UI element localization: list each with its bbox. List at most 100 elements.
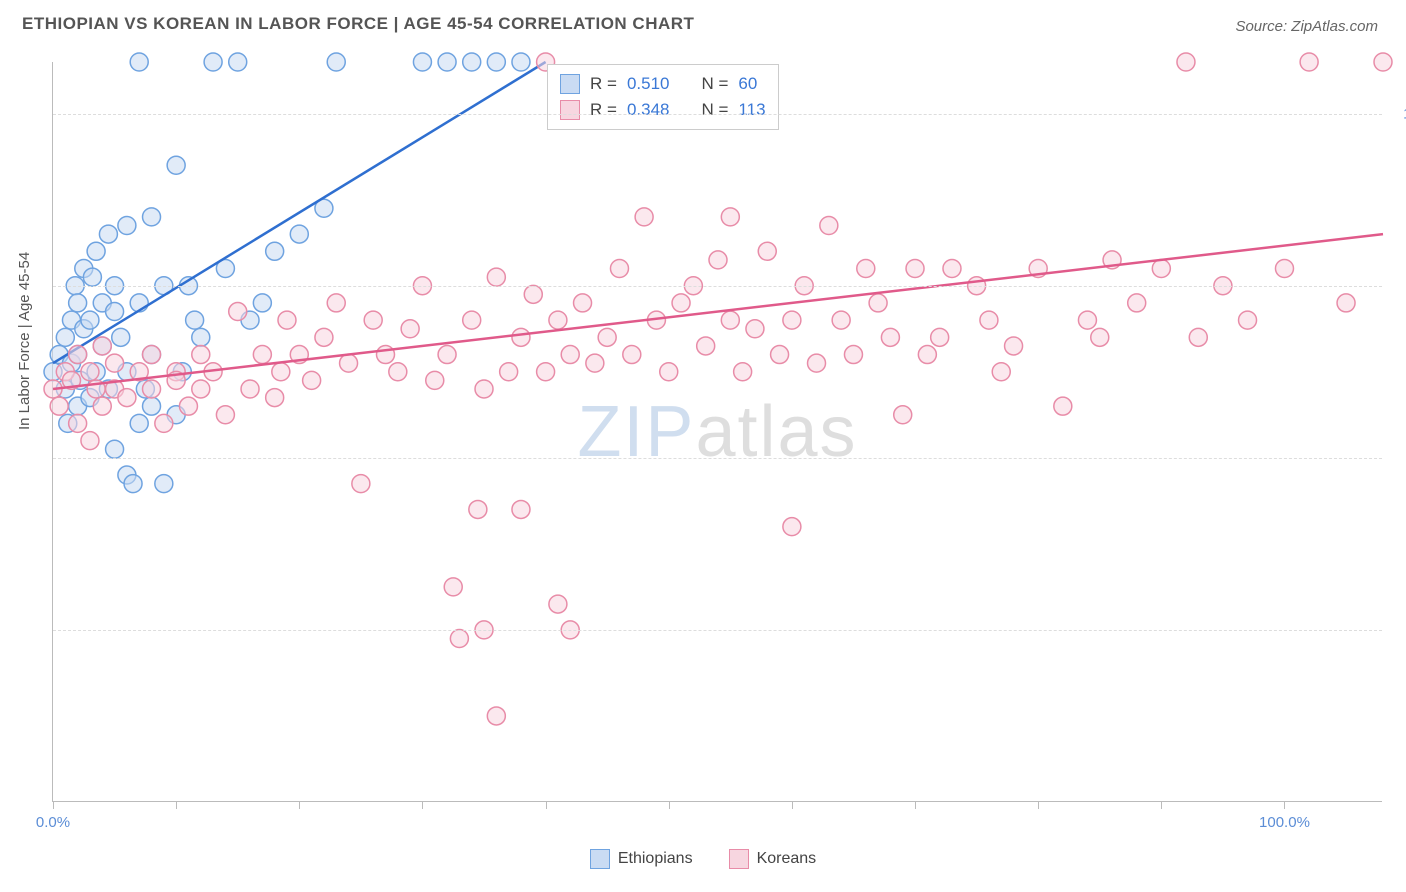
data-point <box>377 346 395 364</box>
data-point <box>99 225 117 243</box>
data-point <box>401 320 419 338</box>
gridline <box>53 458 1382 459</box>
legend-r-value: 0.348 <box>627 97 670 123</box>
data-point <box>610 260 628 278</box>
data-point <box>87 242 105 260</box>
data-point <box>167 156 185 174</box>
legend-n-value: 113 <box>738 97 765 123</box>
y-tick-label: 80.0% <box>1394 449 1406 466</box>
data-point <box>1374 53 1392 71</box>
x-tick <box>669 801 670 809</box>
data-point <box>857 260 875 278</box>
data-point <box>253 346 271 364</box>
y-axis-label: In Labor Force | Age 45-54 <box>16 252 33 430</box>
data-point <box>266 389 284 407</box>
legend-swatch <box>560 100 580 120</box>
data-point <box>143 380 161 398</box>
data-point <box>1337 294 1355 312</box>
data-point <box>1054 397 1072 415</box>
data-point <box>93 397 111 415</box>
data-point <box>93 337 111 355</box>
data-point <box>179 397 197 415</box>
data-point <box>389 363 407 381</box>
data-point <box>438 53 456 71</box>
data-point <box>894 406 912 424</box>
data-point <box>1239 311 1257 329</box>
data-point <box>623 346 641 364</box>
data-point <box>1152 260 1170 278</box>
data-point <box>229 303 247 321</box>
data-point <box>524 285 542 303</box>
data-point <box>426 371 444 389</box>
series-legend: EthiopiansKoreans <box>0 849 1406 874</box>
data-point <box>143 346 161 364</box>
data-point <box>315 328 333 346</box>
data-point <box>81 311 99 329</box>
x-tick-label: 0.0% <box>36 814 70 831</box>
data-point <box>106 354 124 372</box>
data-point <box>487 268 505 286</box>
data-point <box>660 363 678 381</box>
data-point <box>1078 311 1096 329</box>
data-point <box>192 346 210 364</box>
data-point <box>537 363 555 381</box>
correlation-legend: R =0.510N =60R =0.348N =113 <box>547 64 779 130</box>
data-point <box>327 53 345 71</box>
legend-swatch <box>560 74 580 94</box>
data-point <box>340 354 358 372</box>
data-point <box>771 346 789 364</box>
data-point <box>106 303 124 321</box>
x-tick <box>792 801 793 809</box>
x-tick <box>915 801 916 809</box>
x-tick-label: 100.0% <box>1259 814 1310 831</box>
x-tick <box>53 801 54 809</box>
x-tick <box>422 801 423 809</box>
data-point <box>980 311 998 329</box>
data-point <box>1189 328 1207 346</box>
legend-r-label: R = <box>590 97 617 123</box>
data-point <box>352 475 370 493</box>
data-point <box>598 328 616 346</box>
data-point <box>229 53 247 71</box>
data-point <box>364 311 382 329</box>
data-point <box>272 363 290 381</box>
data-point <box>487 707 505 725</box>
data-point <box>1091 328 1109 346</box>
plot-area: ZIPatlas R =0.510N =60R =0.348N =113 70.… <box>52 62 1382 802</box>
data-point <box>783 311 801 329</box>
data-point <box>1128 294 1146 312</box>
scatter-svg <box>53 62 1382 801</box>
data-point <box>192 380 210 398</box>
legend-n-value: 60 <box>738 71 757 97</box>
data-point <box>469 500 487 518</box>
data-point <box>278 311 296 329</box>
data-point <box>290 225 308 243</box>
gridline <box>53 286 1382 287</box>
data-point <box>906 260 924 278</box>
data-point <box>118 389 136 407</box>
legend-n-label: N = <box>701 97 728 123</box>
data-point <box>549 595 567 613</box>
data-point <box>709 251 727 269</box>
gridline <box>53 630 1382 631</box>
data-point <box>943 260 961 278</box>
data-point <box>672 294 690 312</box>
data-point <box>992 363 1010 381</box>
data-point <box>303 371 321 389</box>
data-point <box>487 53 505 71</box>
data-point <box>253 294 271 312</box>
data-point <box>204 53 222 71</box>
data-point <box>50 397 68 415</box>
x-tick <box>1038 801 1039 809</box>
series-legend-item: Koreans <box>729 849 817 869</box>
legend-row: R = 0.348 N = 113 <box>560 97 766 123</box>
data-point <box>83 268 101 286</box>
x-tick <box>299 801 300 809</box>
data-point <box>734 363 752 381</box>
data-point <box>69 294 87 312</box>
data-point <box>832 311 850 329</box>
data-point <box>561 346 579 364</box>
data-point <box>112 328 130 346</box>
data-point <box>327 294 345 312</box>
legend-n-label: N = <box>701 71 728 97</box>
